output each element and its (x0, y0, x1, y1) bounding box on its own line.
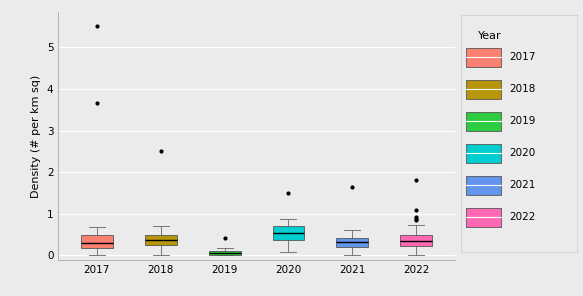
FancyBboxPatch shape (466, 208, 501, 227)
FancyBboxPatch shape (466, 48, 501, 67)
FancyBboxPatch shape (466, 144, 501, 163)
PathPatch shape (145, 236, 177, 245)
PathPatch shape (336, 238, 368, 247)
Text: 2022: 2022 (510, 212, 536, 222)
Text: 2018: 2018 (510, 84, 536, 94)
Text: 2020: 2020 (510, 148, 536, 158)
PathPatch shape (209, 251, 241, 255)
PathPatch shape (401, 235, 433, 246)
PathPatch shape (272, 226, 304, 240)
PathPatch shape (80, 235, 113, 248)
Text: 2019: 2019 (510, 116, 536, 126)
Text: Year: Year (478, 31, 502, 41)
FancyBboxPatch shape (466, 176, 501, 195)
Text: 2021: 2021 (510, 180, 536, 190)
Text: 2017: 2017 (510, 52, 536, 62)
FancyBboxPatch shape (466, 112, 501, 131)
FancyBboxPatch shape (466, 80, 501, 99)
Y-axis label: Density (# per km sq): Density (# per km sq) (31, 75, 41, 198)
